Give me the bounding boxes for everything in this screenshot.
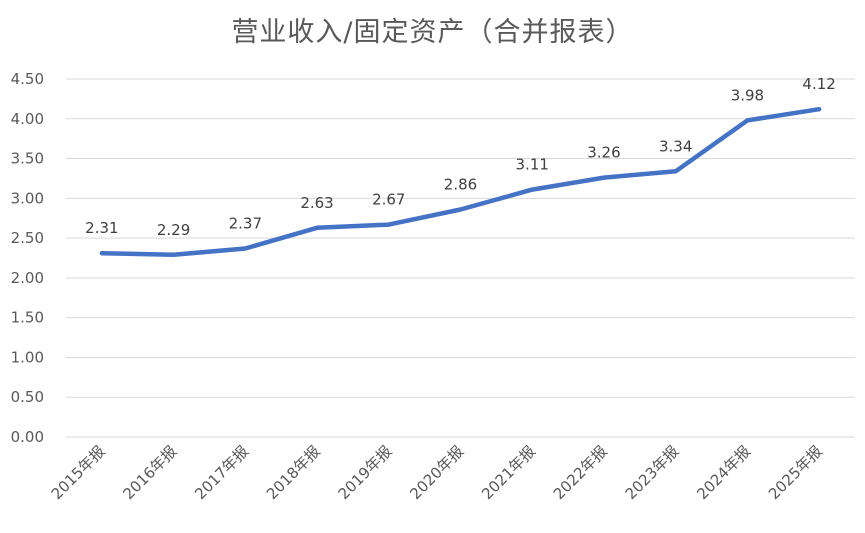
x-tick-label: 2021年报	[478, 442, 539, 503]
y-tick-label: 3.00	[11, 189, 44, 207]
x-tick-label: 2022年报	[550, 442, 611, 503]
data-label: 3.11	[516, 156, 549, 174]
data-point	[99, 251, 104, 256]
x-tick-label: 2016年报	[119, 442, 180, 503]
x-tick-label: 2025年报	[765, 442, 826, 503]
x-tick-label: 2024年报	[693, 442, 754, 503]
data-point	[745, 118, 750, 123]
x-tick-label: 2023年报	[622, 442, 683, 503]
y-tick-label: 2.50	[11, 229, 44, 247]
y-tick-label: 4.00	[11, 110, 44, 128]
data-label: 2.63	[300, 194, 333, 212]
data-point	[530, 187, 535, 192]
y-tick-label: 2.00	[11, 269, 44, 287]
x-tick-label: 2019年报	[335, 442, 396, 503]
data-point	[243, 246, 248, 251]
data-point	[601, 175, 606, 180]
data-label: 2.31	[85, 219, 118, 237]
data-point	[315, 225, 320, 230]
data-label: 2.86	[444, 175, 477, 193]
data-label: 2.29	[157, 221, 190, 239]
data-label: 2.67	[372, 191, 405, 209]
y-tick-label: 4.50	[11, 70, 44, 88]
y-tick-label: 1.50	[11, 309, 44, 327]
data-label: 3.34	[659, 137, 692, 155]
data-point	[171, 252, 176, 257]
y-tick-label: 0.00	[11, 428, 44, 446]
data-point	[673, 169, 678, 174]
data-label: 3.26	[587, 144, 620, 162]
x-tick-label: 2015年报	[48, 442, 109, 503]
data-label: 3.98	[731, 86, 764, 104]
x-tick-label: 2020年报	[406, 442, 467, 503]
data-point	[817, 107, 822, 112]
x-tick-label: 2017年报	[191, 442, 252, 503]
data-point	[458, 207, 463, 212]
chart-title: 营业收入/固定资产（合并报表）	[231, 17, 634, 48]
x-tick-label: 2018年报	[263, 442, 324, 503]
y-tick-label: 3.50	[11, 150, 44, 168]
data-point	[386, 222, 391, 227]
data-label: 2.37	[229, 214, 262, 232]
data-label: 4.12	[802, 75, 835, 93]
y-tick-label: 1.00	[11, 348, 44, 366]
y-tick-label: 0.50	[11, 388, 44, 406]
